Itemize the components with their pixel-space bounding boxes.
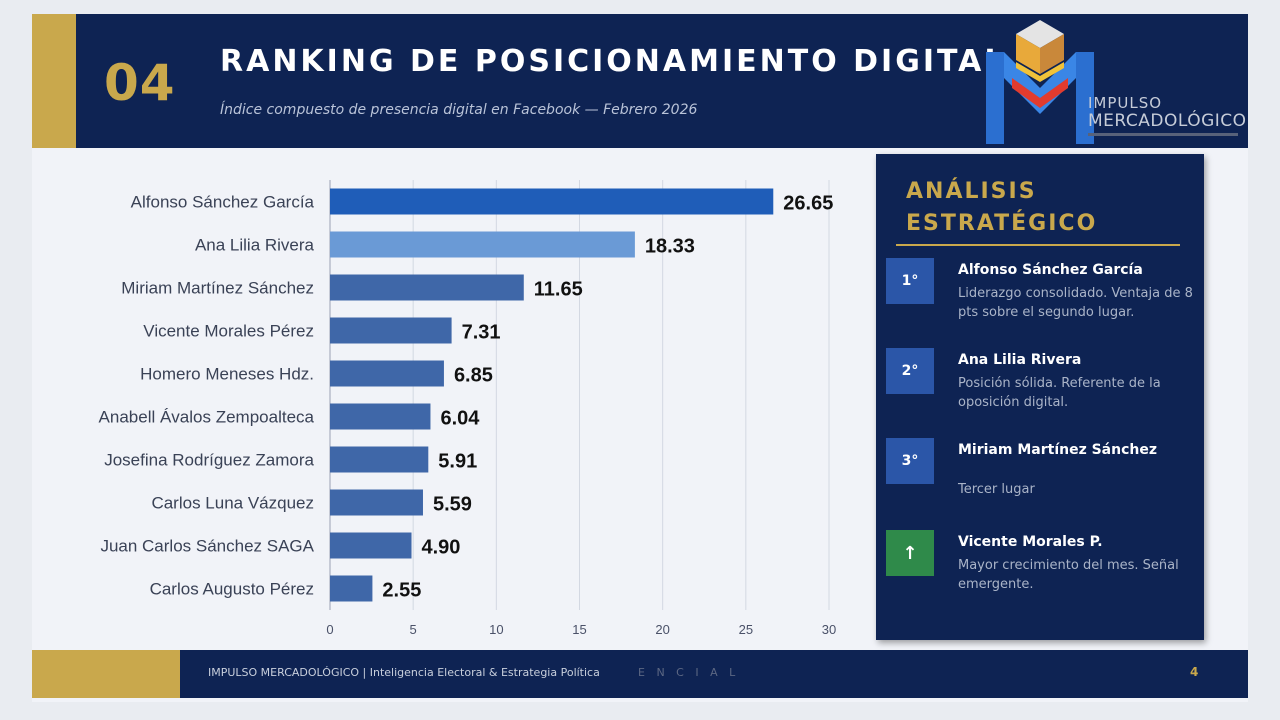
category-label-7: Carlos Luna Vázquez [151, 494, 314, 513]
bar-9 [330, 575, 373, 602]
category-label-5: Anabell Ávalos Zempoalteca [99, 408, 315, 427]
x-tick-label-1: 5 [410, 622, 417, 637]
slide-title: RANKING DE POSICIONAMIENTO DIGITAL [220, 44, 1007, 79]
category-label-9: Carlos Augusto Pérez [150, 580, 314, 599]
bar-1 [330, 231, 635, 258]
x-tick-label-4: 20 [655, 622, 669, 637]
x-tick-label-6: 30 [822, 622, 836, 637]
panel-title-line1: ANÁLISIS [906, 179, 1037, 204]
value-label-9: 2.55 [382, 580, 421, 602]
logo-text-line1: IMPULSO [1088, 94, 1163, 112]
bar-4 [330, 360, 444, 387]
value-label-2: 11.65 [534, 279, 583, 301]
category-label-4: Homero Meneses Hdz. [140, 365, 314, 384]
company-logo [986, 20, 1094, 144]
category-label-3: Vicente Morales Pérez [143, 322, 314, 341]
bar-7 [330, 489, 423, 516]
growth-arrow-icon: ↑ [886, 530, 934, 576]
item-description: Posición sólida. Referente de la oposici… [958, 376, 1161, 410]
x-tick-label-0: 0 [326, 622, 333, 637]
footer: IMPULSO MERCADOLÓGICO | Inteligencia Ele… [32, 650, 1248, 698]
category-label-0: Alfonso Sánchez García [131, 193, 315, 212]
category-label-2: Miriam Martínez Sánchez [121, 279, 314, 298]
rank-badge: 2° [886, 348, 934, 394]
item-description: Tercer lugar [958, 482, 1035, 497]
x-tick-label-3: 15 [572, 622, 586, 637]
chart-x-ticks: 0 5 10 15 20 25 30 [326, 622, 836, 637]
bar-3 [330, 317, 452, 344]
category-label-6: Josefina Rodríguez Zamora [104, 451, 314, 470]
chart-bars [330, 188, 774, 602]
value-label-8: 4.90 [422, 537, 461, 559]
value-label-5: 6.04 [440, 408, 480, 430]
bar-8 [330, 532, 412, 559]
rank-badge: 3° [886, 438, 934, 484]
header-gold-strip [32, 14, 76, 148]
bar-chart: Alfonso Sánchez García Ana Lilia Rivera Mi… [99, 180, 836, 637]
footer-text: IMPULSO MERCADOLÓGICO | Inteligencia Ele… [208, 666, 600, 679]
logo-text-line2: MERCADOLÓGICO [1088, 111, 1247, 131]
footer-gold-block [32, 650, 180, 698]
item-description: Mayor crecimiento del mes. Señal emergen… [958, 558, 1179, 592]
page-number: 4 [1190, 665, 1199, 679]
bar-0 [330, 188, 774, 215]
panel-divider [896, 244, 1180, 246]
slide: 04 RANKING DE POSICIONAMIENTO DIGITAL Ín… [32, 14, 1248, 702]
panel-title-line2: ESTRATÉGICO [906, 211, 1098, 236]
item-name: Miriam Martínez Sánchez [958, 442, 1158, 458]
category-label-1: Ana Lilia Rivera [195, 236, 315, 255]
slide-number: 04 [104, 54, 176, 112]
header: 04 RANKING DE POSICIONAMIENTO DIGITAL Ín… [32, 14, 1248, 148]
item-name: Vicente Morales P. [958, 534, 1103, 550]
chart-value-labels: 26.65 18.33 11.65 7.31 6.85 6.04 5.91 5.59 4.902… [382, 193, 833, 602]
panel-title: ANÁLISIS ESTRATÉGICO [906, 176, 1097, 240]
x-tick-label-2: 10 [489, 622, 503, 637]
chart-category-labels: Alfonso Sánchez García Ana Lilia Rivera Mi… [99, 193, 315, 599]
bar-2 [330, 274, 524, 301]
value-label-4: 6.85 [454, 365, 493, 387]
footer-faint-text: E N C I A L [638, 666, 740, 679]
bar-6 [330, 446, 429, 473]
value-label-7: 5.59 [433, 494, 472, 516]
bar-5 [330, 403, 431, 430]
item-description: Liderazgo consolidado. Ventaja de 8 pts … [958, 286, 1193, 320]
value-label-0: 26.65 [783, 193, 833, 215]
strategic-analysis-panel: ANÁLISIS ESTRATÉGICO 1° Alfonso Sánchez … [876, 154, 1204, 640]
item-name: Alfonso Sánchez García [958, 262, 1143, 278]
slide-subtitle: Índice compuesto de presencia digital en… [220, 102, 698, 118]
value-label-3: 7.31 [462, 322, 501, 344]
item-name: Ana Lilia Rivera [958, 352, 1082, 368]
category-label-8: Juan Carlos Sánchez SAGA [100, 537, 314, 556]
logo-tagline-line [1088, 133, 1238, 136]
x-tick-label-5: 25 [739, 622, 753, 637]
value-label-6: 5.91 [438, 451, 477, 473]
rank-badge: 1° [886, 258, 934, 304]
value-label-1: 18.33 [645, 236, 695, 258]
